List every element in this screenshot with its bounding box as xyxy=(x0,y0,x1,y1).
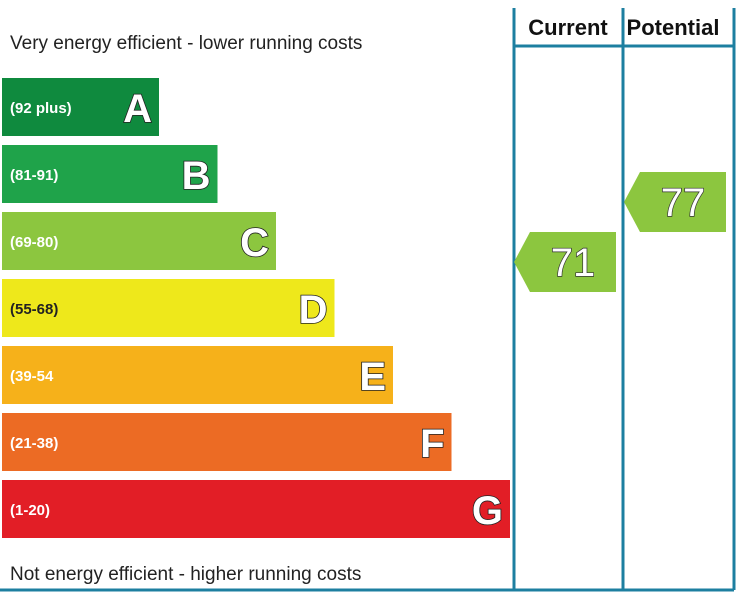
potential-rating-marker: 77 xyxy=(624,172,726,232)
band-c-letter: C xyxy=(240,221,269,265)
band-b: (81-91) B xyxy=(2,145,218,203)
rating-markers: 71 77 xyxy=(514,172,726,292)
band-d-letter: D xyxy=(299,288,328,332)
band-a-letter: A xyxy=(123,87,152,131)
band-e: (39-54 E xyxy=(2,346,393,404)
band-d-range: (55-68) xyxy=(10,301,58,318)
band-d: (55-68) D xyxy=(2,279,335,337)
bottom-label: Not energy efficient - higher running co… xyxy=(10,564,361,585)
current-rating-marker-value: 71 xyxy=(551,241,596,285)
band-c-bar xyxy=(2,212,276,270)
band-f-letter: F xyxy=(420,422,444,466)
band-e-bar xyxy=(2,346,393,404)
band-f-range: (21-38) xyxy=(10,435,58,452)
band-c: (69-80) C xyxy=(2,212,276,270)
band-g-bar xyxy=(2,480,510,538)
band-e-letter: E xyxy=(359,355,386,399)
band-c-range: (69-80) xyxy=(10,234,58,251)
band-a-range: (92 plus) xyxy=(10,100,72,117)
band-f-bar xyxy=(2,413,452,471)
band-b-range: (81-91) xyxy=(10,167,58,184)
band-f: (21-38) F xyxy=(2,413,452,471)
band-a: (92 plus) A xyxy=(2,78,159,136)
current-rating-marker-arrow xyxy=(514,232,616,292)
top-label: Very energy efficient - lower running co… xyxy=(10,33,362,54)
band-g-range: (1-20) xyxy=(10,502,50,519)
band-g-letter: G xyxy=(472,489,503,533)
band-b-bar xyxy=(2,145,218,203)
rating-columns-frame xyxy=(0,8,736,592)
band-d-bar xyxy=(2,279,335,337)
band-e-range: (39-54 xyxy=(10,368,54,385)
band-b-letter: B xyxy=(182,154,211,198)
current-header: Current xyxy=(528,15,608,40)
band-a-bar xyxy=(2,78,159,136)
band-g: (1-20) G xyxy=(2,480,510,538)
potential-header: Potential xyxy=(627,15,720,40)
current-rating-marker: 71 xyxy=(514,232,616,292)
rating-bands: (92 plus) A (81-91) B (69-80) C (55-68) D (39-54… xyxy=(2,78,510,538)
potential-rating-marker-value: 77 xyxy=(661,181,706,225)
potential-rating-marker-arrow xyxy=(624,172,726,232)
